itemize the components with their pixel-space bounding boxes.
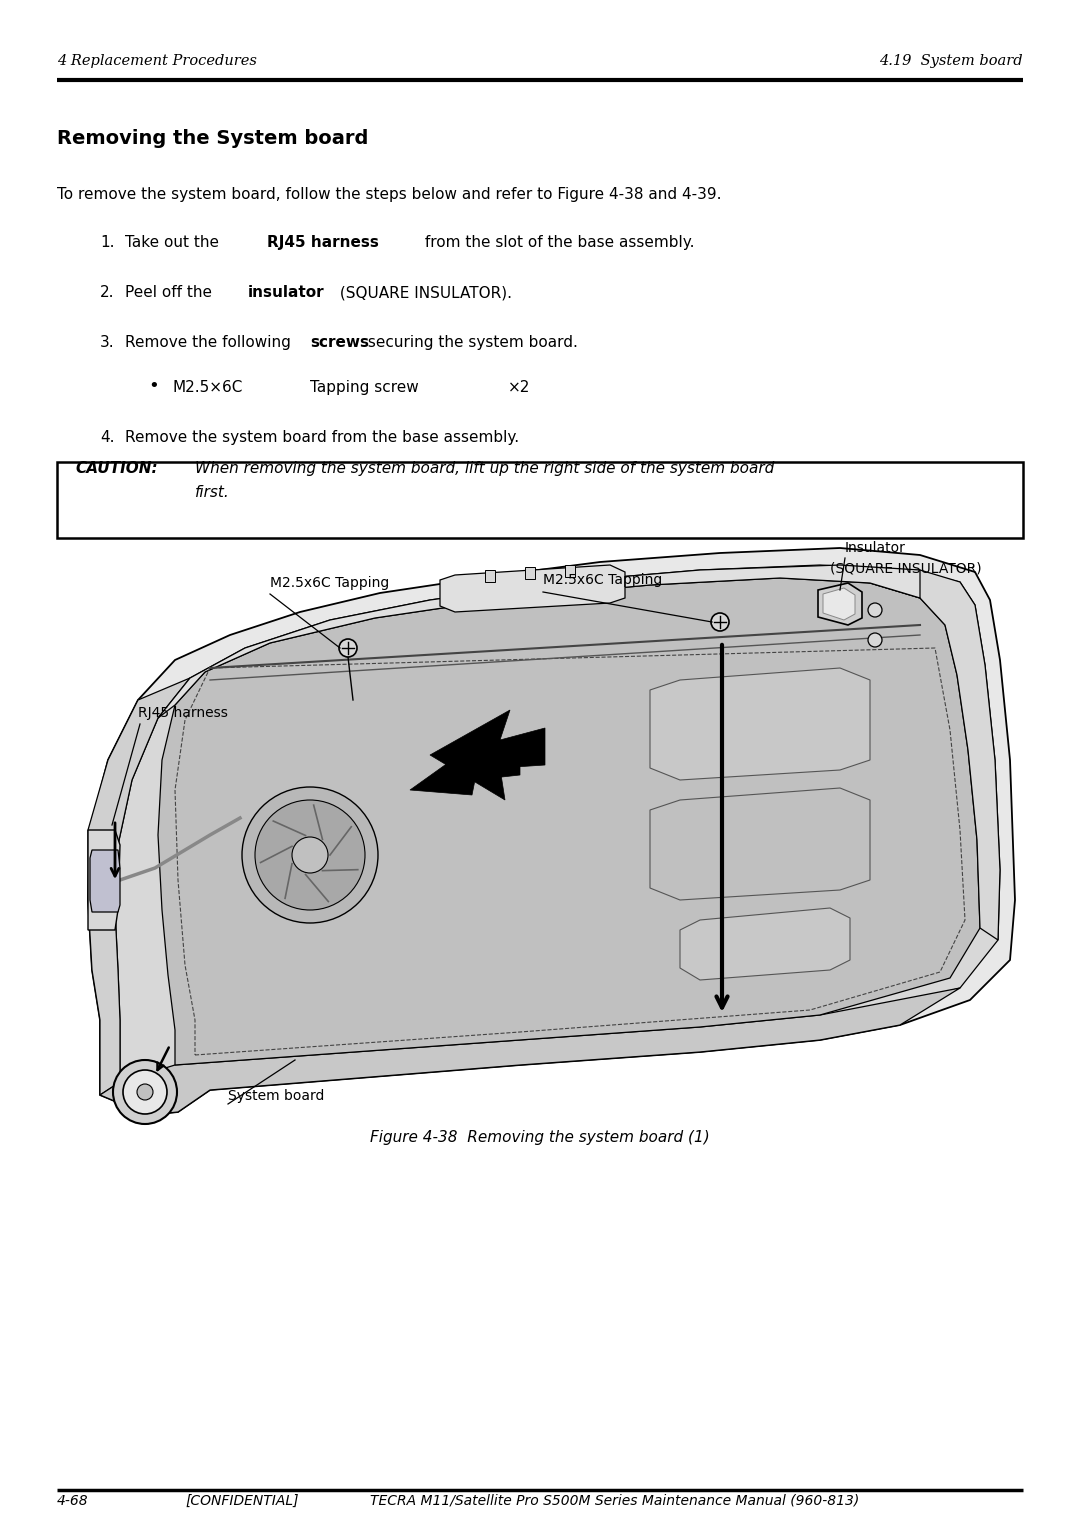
Text: Figure 4-38  Removing the system board (1): Figure 4-38 Removing the system board (1… [370, 1131, 710, 1144]
Polygon shape [87, 830, 120, 931]
Circle shape [255, 801, 365, 911]
Circle shape [292, 837, 328, 872]
Circle shape [711, 613, 729, 631]
Polygon shape [87, 549, 1015, 1115]
Polygon shape [650, 668, 870, 779]
Text: insulator: insulator [248, 286, 325, 299]
Text: 4.: 4. [100, 429, 114, 445]
Circle shape [868, 633, 882, 646]
Text: 4-68: 4-68 [57, 1494, 89, 1508]
Text: [CONFIDENTIAL]: [CONFIDENTIAL] [185, 1494, 298, 1508]
Polygon shape [850, 570, 1000, 940]
Bar [525, 567, 535, 579]
Text: screws: screws [310, 335, 369, 350]
Polygon shape [818, 584, 862, 625]
Bar [485, 570, 495, 582]
Polygon shape [650, 788, 870, 900]
Polygon shape [430, 711, 545, 801]
Text: 3.: 3. [100, 335, 114, 350]
Circle shape [868, 604, 882, 617]
Text: 1.: 1. [100, 235, 114, 251]
Bar [57, 461, 1023, 538]
Text: from the slot of the base assembly.: from the slot of the base assembly. [420, 235, 694, 251]
Circle shape [113, 1060, 177, 1125]
Text: CAUTION:: CAUTION: [75, 461, 158, 477]
Text: Remove the following: Remove the following [125, 335, 296, 350]
Text: Take out the: Take out the [125, 235, 224, 251]
Text: M2.5x6C Tapping: M2.5x6C Tapping [543, 573, 662, 587]
Text: (SQUARE INSULATOR): (SQUARE INSULATOR) [831, 561, 982, 575]
Text: securing the system board.: securing the system board. [363, 335, 578, 350]
Text: Removing the System board: Removing the System board [57, 128, 368, 148]
Text: (SQUARE INSULATOR).: (SQUARE INSULATOR). [335, 286, 512, 299]
Text: RJ45 harness: RJ45 harness [138, 706, 228, 720]
Text: Insulator: Insulator [845, 541, 906, 555]
Polygon shape [680, 908, 850, 979]
Polygon shape [158, 565, 920, 718]
Text: Remove the system board from the base assembly.: Remove the system board from the base as… [125, 429, 519, 445]
Text: M2.5×6C: M2.5×6C [172, 380, 242, 396]
Polygon shape [90, 850, 120, 912]
Text: When removing the system board, lift up the right side of the system board: When removing the system board, lift up … [195, 461, 774, 477]
Text: ×2: ×2 [508, 380, 530, 396]
Polygon shape [114, 565, 1000, 1082]
Bar [565, 565, 575, 578]
Polygon shape [440, 565, 625, 613]
Polygon shape [87, 678, 190, 1096]
Text: System board: System board [228, 1089, 324, 1103]
Text: To remove the system board, follow the steps below and refer to Figure 4-38 and : To remove the system board, follow the s… [57, 186, 721, 202]
Circle shape [242, 787, 378, 923]
Text: Tapping screw: Tapping screw [310, 380, 419, 396]
Text: 4.19  System board: 4.19 System board [879, 53, 1023, 69]
Polygon shape [158, 578, 980, 1065]
Polygon shape [410, 740, 519, 795]
Text: RJ45 harness: RJ45 harness [267, 235, 379, 251]
Circle shape [339, 639, 357, 657]
Text: Peel off the: Peel off the [125, 286, 217, 299]
Circle shape [123, 1070, 167, 1114]
Text: first.: first. [195, 484, 230, 500]
Text: 2.: 2. [100, 286, 114, 299]
Text: •: • [148, 377, 159, 396]
Circle shape [137, 1083, 153, 1100]
Text: M2.5x6C Tapping: M2.5x6C Tapping [270, 576, 389, 590]
Polygon shape [823, 588, 855, 620]
Text: TECRA M11/Satellite Pro S500M Series Maintenance Manual (960-813): TECRA M11/Satellite Pro S500M Series Mai… [370, 1494, 860, 1508]
Polygon shape [100, 989, 960, 1115]
Text: 4 Replacement Procedures: 4 Replacement Procedures [57, 53, 257, 69]
